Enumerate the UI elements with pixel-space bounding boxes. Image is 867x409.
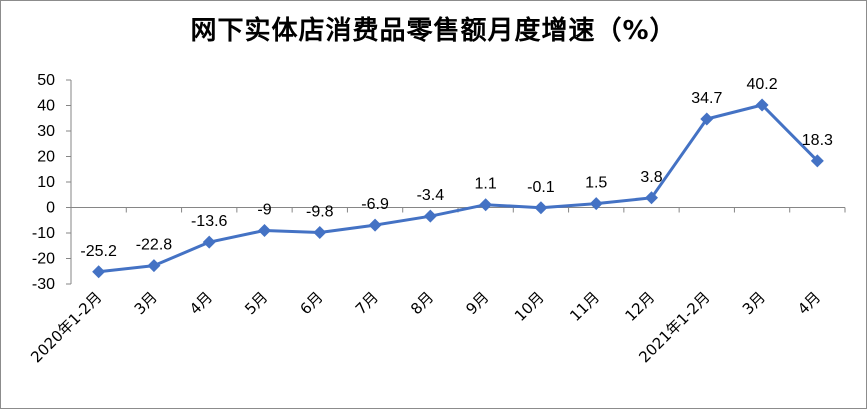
data-point	[479, 198, 493, 212]
data-label: 40.2	[747, 76, 778, 93]
data-point	[645, 191, 658, 205]
data-label: -0.1	[527, 179, 555, 196]
x-tick-label: 7月	[352, 288, 382, 318]
y-tick-label: 40	[37, 98, 55, 115]
data-label: 1.1	[475, 176, 497, 193]
data-label: -25.2	[80, 243, 117, 260]
y-tick-label: -10	[32, 225, 55, 242]
data-label: 1.5	[585, 175, 607, 192]
data-label: 3.8	[640, 169, 662, 186]
data-point	[700, 112, 714, 126]
data-point	[202, 235, 216, 249]
data-point	[92, 265, 106, 279]
x-tick-label: 4月	[186, 288, 216, 318]
x-tick-label: 3月	[131, 288, 161, 318]
data-point	[423, 209, 437, 223]
data-label: -22.8	[136, 237, 173, 254]
data-point	[810, 154, 824, 168]
data-point	[368, 218, 382, 232]
x-tick-label: 8月	[407, 288, 437, 318]
data-label: 18.3	[802, 132, 833, 149]
x-tick-label: 10月	[511, 288, 548, 325]
x-tick-label: 5月	[241, 288, 271, 318]
data-label: -9.8	[306, 203, 334, 220]
data-label: -9	[257, 201, 271, 218]
y-tick-label: 30	[37, 123, 55, 140]
data-label: -6.9	[361, 196, 389, 213]
y-tick-label: 50	[37, 72, 55, 89]
x-tick-label: 11月	[566, 288, 603, 325]
data-point	[534, 201, 548, 215]
x-tick-label: 12月	[621, 288, 658, 325]
data-point	[258, 223, 271, 237]
y-tick-label: 10	[37, 174, 55, 191]
data-label: 34.7	[691, 90, 722, 107]
y-tick-label: 20	[37, 149, 55, 166]
x-tick-label: 4月	[794, 288, 824, 318]
data-label: -13.6	[191, 213, 228, 230]
y-tick-label: -30	[32, 276, 55, 293]
x-tick-label: 3月	[739, 288, 769, 318]
x-tick-label: 9月	[462, 288, 492, 318]
data-label: -3.4	[417, 187, 445, 204]
data-point	[313, 225, 327, 239]
y-tick-label: 0	[46, 200, 55, 217]
data-point	[589, 197, 603, 211]
series-line	[98, 103, 819, 274]
data-point	[147, 259, 161, 273]
x-tick-label: 2020年1-2月	[27, 288, 105, 366]
data-point	[755, 98, 769, 112]
x-tick-label: 6月	[297, 288, 327, 318]
chart-title: 网下实体店消费品零售额月度增速（%）	[190, 16, 677, 46]
y-tick-label: -20	[32, 251, 55, 268]
